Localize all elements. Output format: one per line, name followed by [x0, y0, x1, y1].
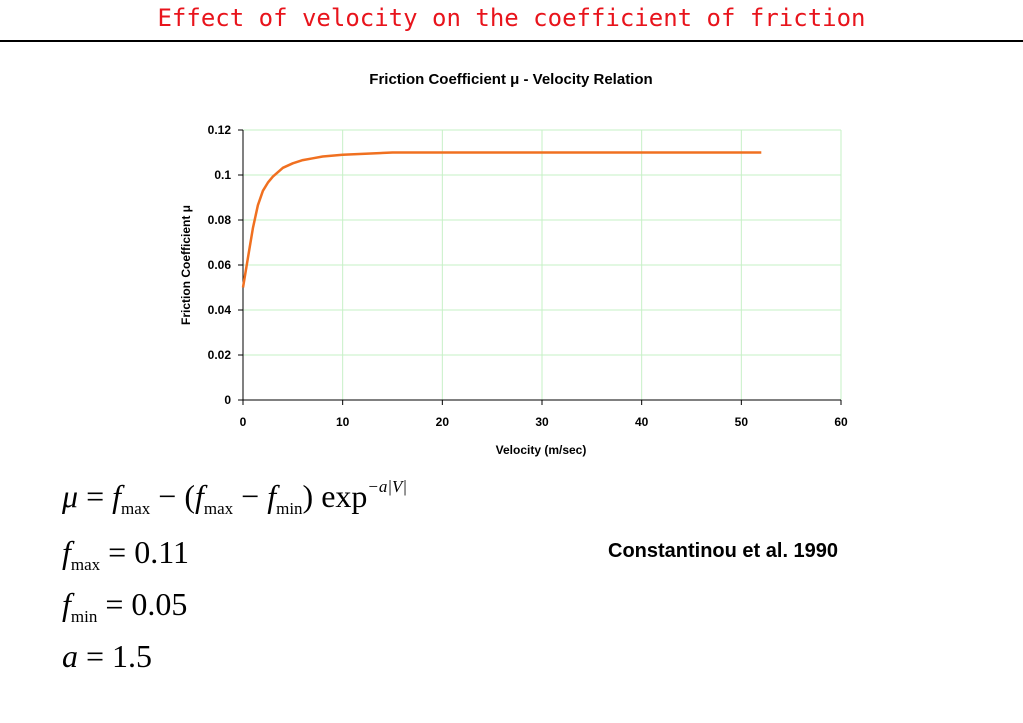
x-tick-label: 20: [436, 415, 450, 429]
fmin-definition: fmin = 0.05: [62, 588, 187, 625]
fmax-value: 0.11: [134, 534, 190, 570]
min-subscript: min: [276, 499, 303, 518]
x-axis-label: Velocity (m/sec): [496, 443, 587, 457]
min-subscript: min: [70, 607, 98, 626]
equals-sign: =: [86, 478, 105, 514]
tick-labels: 0 10 20 30 40 50 60 0 0.02 0.04 0.06 0.08 0.1 0.12: [208, 123, 848, 429]
a-definition: a = 1.5: [62, 640, 152, 672]
x-tick-label: 50: [735, 415, 749, 429]
exp-function: exp: [321, 478, 368, 514]
max-subscript: max: [121, 499, 151, 518]
axes: [238, 129, 842, 405]
y-tick-label: 0.06: [208, 258, 232, 272]
f-symbol: f: [194, 478, 204, 514]
y-tick-label: 0.12: [208, 123, 232, 137]
f-symbol: f: [267, 478, 277, 514]
equals-sign: =: [108, 534, 127, 570]
y-tick-label: 0: [224, 393, 231, 407]
exponent: −a|V|: [367, 477, 408, 496]
title-divider: [0, 40, 1023, 42]
close-paren: ): [302, 478, 314, 514]
y-tick-label: 0.08: [208, 213, 232, 227]
f-symbol: f: [62, 586, 71, 622]
citation: Constantinou et al. 1990: [608, 540, 839, 562]
a-value: 1.5: [112, 638, 153, 674]
x-tick-label: 40: [635, 415, 649, 429]
f-symbol: f: [112, 478, 121, 514]
x-tick-label: 10: [336, 415, 350, 429]
slide-title: Effect of velocity on the coefficient of…: [157, 4, 866, 32]
x-tick-label: 60: [834, 415, 848, 429]
y-tick-label: 0.02: [208, 348, 232, 362]
series-line: [241, 151, 762, 288]
y-axis-label: Friction Coefficient μ: [179, 205, 193, 325]
x-tick-label: 30: [535, 415, 549, 429]
f-symbol: f: [62, 534, 71, 570]
fmin-value: 0.05: [131, 586, 188, 622]
equals-sign: =: [105, 586, 124, 622]
chart-title: Friction Coefficient μ - Velocity Relati…: [369, 71, 652, 88]
open-paren: (: [184, 478, 195, 514]
x-tick-label: 0: [240, 415, 247, 429]
grid-lines: [243, 129, 842, 400]
friction-equation: μ = fmax − (fmax − fmin) exp−a|V|: [62, 478, 407, 517]
data-series: [241, 151, 762, 288]
equals-sign: =: [86, 638, 105, 674]
minus-sign: −: [158, 478, 177, 514]
max-subscript: max: [70, 555, 101, 574]
mu-symbol: μ: [62, 478, 79, 514]
a-symbol: a: [62, 638, 78, 674]
y-tick-label: 0.1: [214, 168, 231, 182]
fmax-definition: fmax = 0.11: [62, 536, 189, 573]
minus-sign: −: [241, 478, 260, 514]
max-subscript: max: [203, 499, 234, 518]
y-tick-label: 0.04: [208, 303, 232, 317]
